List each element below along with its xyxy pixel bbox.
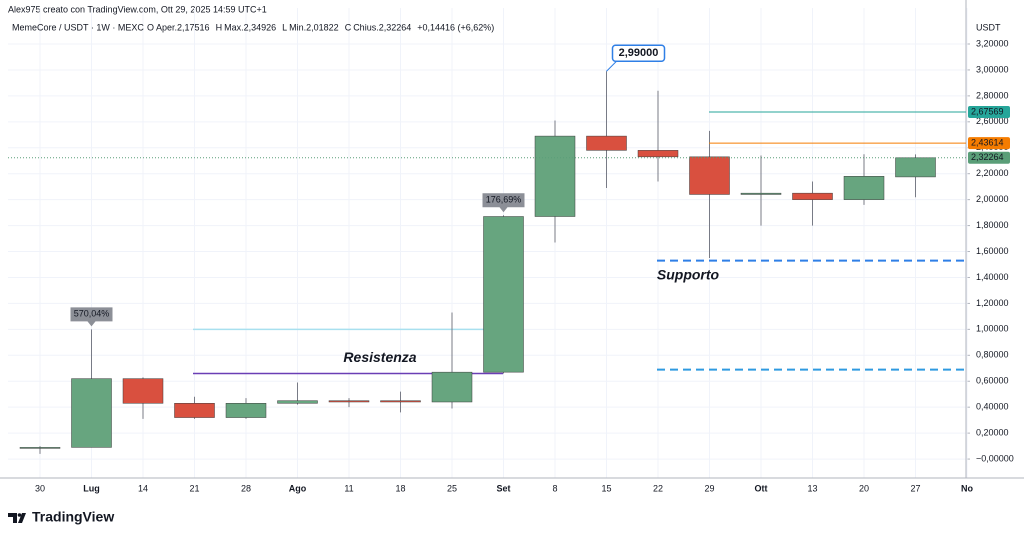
price-tag	[968, 106, 1010, 119]
candle-body	[431, 371, 473, 403]
x-tick-label: 8	[552, 483, 557, 493]
price-tag	[968, 137, 1010, 150]
price-tag-label: 2,32264	[971, 152, 1004, 162]
legend-item: L	[282, 22, 287, 32]
x-tick-label: 20	[859, 483, 869, 493]
y-tick-label: 2,60000	[976, 116, 1009, 126]
candle-body	[277, 400, 318, 404]
callout	[611, 44, 666, 62]
legend-item: O	[147, 22, 154, 32]
brand: TradingView	[32, 509, 114, 525]
y-tick-label: 0,20000	[976, 427, 1009, 437]
candle-body	[71, 378, 112, 448]
x-tick-label: 30	[35, 483, 45, 493]
candle-body	[225, 403, 267, 418]
legend-item: Min.2,01822	[289, 22, 339, 32]
y-tick-label: 1,60000	[976, 246, 1009, 256]
price-tag-label: 2,67569	[971, 106, 1004, 116]
y-tick-label: −0,00000	[976, 453, 1014, 463]
x-tick-label: 11	[344, 483, 353, 493]
x-tick-label: Ago	[289, 483, 307, 493]
legend-item: Chius.2,32264	[353, 22, 411, 32]
candle-body	[483, 216, 524, 373]
level-label: Supporto	[657, 266, 720, 282]
y-tick-label: 1,20000	[976, 298, 1009, 308]
x-tick-label: 22	[653, 483, 663, 493]
callout-label: 570,04%	[74, 309, 110, 319]
candle-body	[689, 156, 730, 195]
candle-body	[19, 447, 61, 449]
x-tick-label: 28	[241, 483, 251, 493]
y-tick-label: 2,80000	[976, 90, 1009, 100]
legend-item: Aper.2,17516	[156, 22, 210, 32]
y-axis-label: USDT	[976, 22, 1001, 32]
x-tick-label: 25	[447, 483, 457, 493]
credit: Alex975 creato con TradingView.com, Ott …	[8, 4, 267, 14]
y-tick-label: 3,00000	[976, 64, 1009, 74]
y-tick-label: 0,60000	[976, 376, 1009, 386]
y-tick-label: 0,40000	[976, 402, 1009, 412]
candle-body	[122, 378, 164, 404]
y-tick-label: 1,80000	[976, 220, 1009, 230]
candle-body	[843, 176, 885, 200]
legend-item: H	[216, 22, 223, 32]
candle-body	[792, 192, 833, 200]
price-tag	[968, 151, 1010, 164]
candle-body	[586, 135, 627, 151]
callout-label: 2,99000	[619, 47, 659, 59]
x-tick-label: Lug	[83, 483, 100, 493]
legend-item: Max.2,34926	[224, 22, 276, 32]
y-tick-label: 1,00000	[976, 324, 1009, 334]
y-tick-label: 2,20000	[976, 168, 1009, 178]
x-tick-label: 18	[395, 483, 405, 493]
y-tick-label: 1,40000	[976, 272, 1009, 282]
candle-body	[328, 400, 370, 403]
legend-item: C	[345, 22, 352, 32]
logo: TradingView	[8, 509, 114, 525]
x-tick-label: No	[961, 483, 973, 493]
y-tick-label: 0,80000	[976, 350, 1009, 360]
candle-body	[895, 157, 936, 178]
candle-body	[637, 150, 679, 158]
level-label: Resistenza	[343, 349, 416, 365]
x-tick-label: 27	[910, 483, 920, 493]
x-tick-label: 29	[704, 483, 714, 493]
legend-item: +0,14416 (+6,62%)	[417, 22, 494, 32]
x-tick-label: 15	[601, 483, 611, 493]
x-tick-label: 21	[189, 483, 199, 493]
candle-body	[740, 192, 782, 195]
callout	[482, 193, 525, 213]
chart-title: MemeCore / USDT · 1W · MEXC	[12, 22, 144, 32]
y-tick-label: 2,00000	[976, 194, 1009, 204]
x-tick-label: Ott	[755, 483, 768, 493]
candle-body	[174, 403, 215, 418]
x-tick-label: 14	[138, 483, 148, 493]
candle-body	[534, 135, 576, 217]
callout	[70, 307, 113, 327]
callout-pointer	[606, 60, 617, 72]
x-tick-label: 13	[807, 483, 817, 493]
price-tag-label: 2,43614	[971, 137, 1004, 147]
callout-label: 176,69%	[486, 195, 522, 205]
candle-body	[380, 400, 421, 403]
y-tick-label: 3,20000	[976, 38, 1009, 48]
x-tick-label: Set	[496, 483, 510, 493]
